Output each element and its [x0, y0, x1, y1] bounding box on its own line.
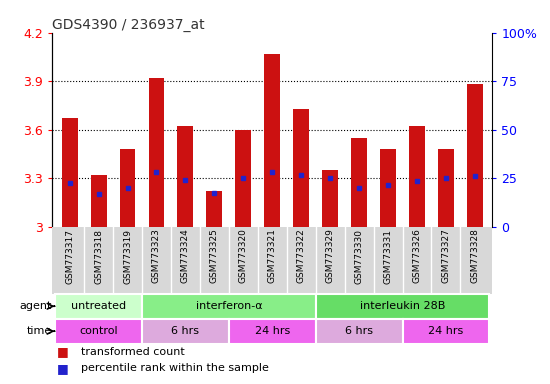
Text: GSM773321: GSM773321 [268, 228, 277, 283]
Bar [142, 294, 316, 319]
Bar [403, 319, 490, 344]
Text: GSM773322: GSM773322 [296, 228, 306, 283]
Text: agent: agent [19, 301, 52, 311]
Text: GSM773325: GSM773325 [210, 228, 219, 283]
Text: 6 hrs: 6 hrs [172, 326, 200, 336]
Bar [293, 109, 309, 227]
Text: GSM773323: GSM773323 [152, 228, 161, 283]
Bar [438, 149, 454, 227]
Text: GSM773320: GSM773320 [239, 228, 248, 283]
Text: interleukin 28B: interleukin 28B [360, 301, 445, 311]
Bar [380, 149, 396, 227]
Text: time: time [26, 326, 52, 336]
Bar [229, 319, 316, 344]
Text: GSM773318: GSM773318 [94, 228, 103, 283]
Text: percentile rank within the sample: percentile rank within the sample [81, 363, 269, 373]
Text: GSM773329: GSM773329 [326, 228, 334, 283]
Bar [467, 84, 483, 227]
Text: untreated: untreated [71, 301, 126, 311]
Bar [206, 191, 222, 227]
Text: GSM773331: GSM773331 [383, 228, 393, 283]
Text: GDS4390 / 236937_at: GDS4390 / 236937_at [52, 18, 205, 31]
Text: GSM773324: GSM773324 [181, 228, 190, 283]
Text: interferon-α: interferon-α [195, 301, 262, 311]
Text: ■: ■ [57, 345, 68, 358]
Bar [409, 126, 425, 227]
Text: GSM773317: GSM773317 [65, 228, 74, 283]
Text: 24 hrs: 24 hrs [428, 326, 464, 336]
Text: 24 hrs: 24 hrs [255, 326, 290, 336]
Bar [316, 319, 403, 344]
Bar [148, 78, 164, 227]
Bar [322, 170, 338, 227]
Bar [351, 138, 367, 227]
Bar [55, 319, 142, 344]
Text: control: control [79, 326, 118, 336]
Bar [316, 294, 490, 319]
Text: GSM773328: GSM773328 [470, 228, 480, 283]
Bar [91, 175, 107, 227]
Text: GSM773330: GSM773330 [355, 228, 364, 283]
Bar [62, 118, 78, 227]
Bar [142, 319, 229, 344]
Bar [55, 294, 142, 319]
Text: GSM773326: GSM773326 [412, 228, 421, 283]
Bar [265, 54, 280, 227]
Bar [119, 149, 135, 227]
Text: GSM773327: GSM773327 [442, 228, 450, 283]
Bar [178, 126, 194, 227]
Text: GSM773319: GSM773319 [123, 228, 132, 283]
Bar [235, 130, 251, 227]
Text: ■: ■ [57, 362, 68, 375]
Text: transformed count: transformed count [81, 347, 185, 357]
Text: 6 hrs: 6 hrs [345, 326, 373, 336]
